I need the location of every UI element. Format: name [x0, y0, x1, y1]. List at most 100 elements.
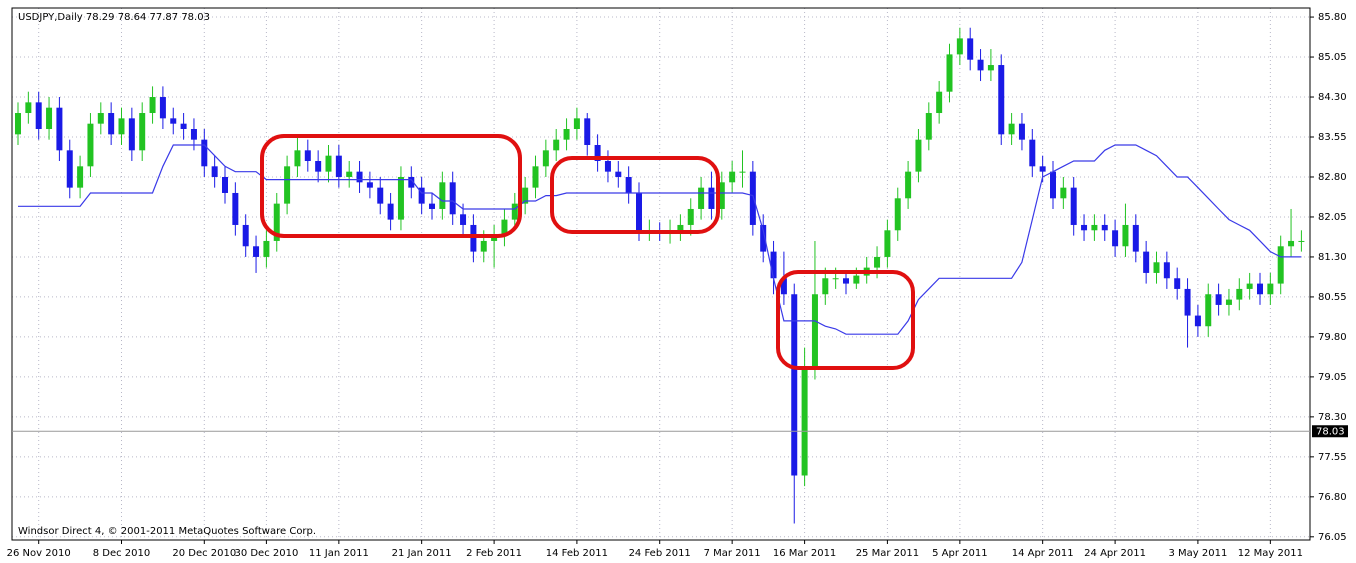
x-tick-label: 20 Dec 2010 — [172, 548, 236, 559]
candle-body — [211, 166, 218, 177]
y-tick-label: 76.05 — [1318, 532, 1347, 543]
candle-body — [511, 203, 518, 220]
candle-body — [584, 118, 591, 145]
candle-body — [925, 113, 932, 140]
candle-body — [532, 166, 539, 188]
candle-body — [1018, 123, 1025, 140]
x-tick-label: 3 May 2011 — [1168, 548, 1227, 559]
x-tick-label: 7 Mar 2011 — [704, 548, 761, 559]
candle-body — [1236, 288, 1243, 300]
candle-body — [222, 176, 228, 193]
candle-body — [201, 139, 208, 167]
candle-body — [977, 59, 984, 71]
x-tick-label: 24 Feb 2011 — [629, 548, 691, 559]
candle-body — [1246, 283, 1253, 289]
candle-body — [1257, 283, 1263, 295]
candle-body — [1101, 224, 1108, 231]
candle-body — [449, 182, 456, 215]
y-tick-label: 79.80 — [1318, 332, 1347, 343]
candle-body — [1184, 288, 1191, 316]
candle-body — [1205, 294, 1212, 327]
candle-body — [304, 150, 311, 161]
y-tick-label: 77.55 — [1318, 452, 1347, 463]
candle-body — [56, 107, 63, 151]
candle-body — [573, 118, 580, 130]
candle-body — [1070, 187, 1077, 225]
candle-body — [1060, 187, 1067, 199]
copyright: Windsor Direct 4, © 2001-2011 MetaQuotes… — [18, 526, 316, 537]
candle-body — [139, 113, 146, 151]
candle-body — [408, 176, 415, 188]
candle-body — [987, 65, 994, 71]
candle-body — [1194, 315, 1201, 327]
candle-body — [242, 224, 249, 247]
candle-body — [15, 113, 21, 135]
candle-body — [915, 139, 922, 172]
candle-body — [1132, 224, 1139, 252]
x-tick-label: 16 Mar 2011 — [773, 548, 836, 559]
candle-body — [491, 235, 498, 241]
y-tick-label: 85.05 — [1318, 52, 1347, 63]
candle-body — [1029, 139, 1036, 167]
candle-body — [542, 150, 549, 167]
candle-body — [905, 171, 912, 199]
candle-body — [625, 176, 632, 193]
marks — [15, 27, 1305, 524]
candle-body — [470, 224, 477, 252]
candle-body — [894, 198, 901, 231]
highlight-box — [550, 156, 720, 234]
candle-body — [335, 155, 342, 177]
candle-body — [77, 166, 84, 188]
candle-body — [273, 203, 280, 241]
candle-body — [1039, 166, 1046, 172]
x-tick-label: 8 Dec 2010 — [93, 548, 151, 559]
candle-body — [874, 256, 881, 268]
candle-body — [594, 144, 601, 161]
candle-body — [128, 118, 135, 151]
candle-body — [46, 107, 53, 130]
candle-body — [253, 246, 260, 257]
y-tick-label: 82.80 — [1318, 172, 1347, 183]
x-tick-label: 14 Apr 2011 — [1012, 548, 1074, 559]
candle-body — [418, 187, 425, 204]
x-tick-label: 24 Apr 2011 — [1084, 548, 1146, 559]
candle-body — [501, 219, 508, 236]
x-tick-label: 2 Feb 2011 — [466, 548, 522, 559]
candle-body — [1091, 224, 1098, 231]
candle-body — [149, 97, 156, 114]
candle-body — [998, 65, 1005, 135]
candle-body — [708, 187, 715, 209]
candle-body — [25, 102, 32, 114]
candle-body — [397, 176, 404, 220]
annotations — [260, 134, 915, 370]
candle-body — [1225, 299, 1232, 305]
x-tick-label: 12 May 2011 — [1238, 548, 1303, 559]
candle-body — [749, 171, 756, 225]
candle-body — [604, 160, 611, 172]
candle-body — [780, 278, 787, 295]
candle-body — [1298, 240, 1305, 242]
last-price-box — [1312, 425, 1348, 438]
y-tick-label: 82.05 — [1318, 212, 1347, 223]
candle-body — [1267, 283, 1274, 295]
candle-body — [522, 187, 529, 204]
candle-body — [677, 224, 684, 231]
candle-body — [760, 224, 767, 252]
candle-body — [1153, 262, 1160, 273]
candle-body — [108, 113, 115, 135]
candle-body — [263, 240, 270, 257]
candle-body — [967, 38, 974, 60]
y-tick-label: 79.05 — [1318, 372, 1347, 383]
candle-body — [294, 150, 301, 167]
candle-body — [346, 171, 353, 177]
y-tick-label: 85.80 — [1318, 12, 1347, 23]
candle-body — [35, 102, 42, 130]
candle-body — [1174, 278, 1181, 289]
candle-body — [615, 171, 622, 177]
candle-body — [460, 214, 467, 225]
x-tick-label: 14 Feb 2011 — [546, 548, 608, 559]
x-tick-label: 30 Dec 2010 — [234, 548, 298, 559]
candle-body — [822, 278, 829, 295]
